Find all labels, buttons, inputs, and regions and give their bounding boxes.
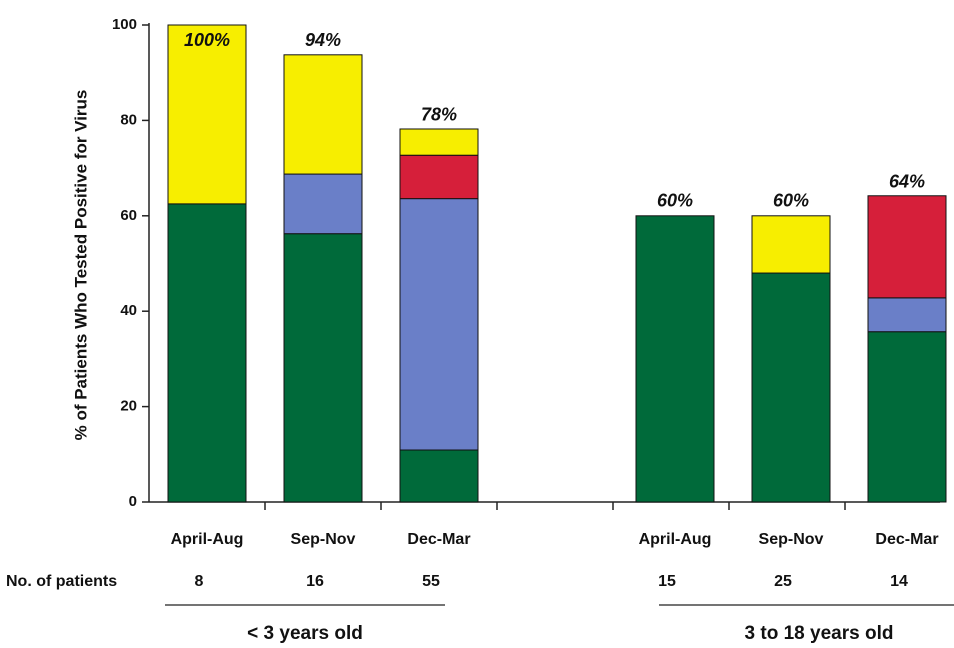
patients-count: 8 (195, 573, 204, 590)
bar-segment (635, 215, 715, 503)
bar-segment (283, 233, 363, 503)
x-tick-label: Dec-Mar (407, 531, 470, 548)
bar-segment (867, 195, 947, 299)
patients-count: 25 (774, 573, 792, 590)
y-axis-label: % of Patients Who Tested Positive for Vi… (71, 90, 90, 441)
bar-segment (283, 54, 363, 175)
x-tick-label: Sep-Nov (291, 531, 356, 548)
total-label: 100% (184, 30, 230, 50)
total-label: 94% (305, 30, 341, 50)
bar-segment (399, 449, 479, 503)
patients-count: 55 (422, 573, 440, 590)
bar-segment (283, 173, 363, 235)
x-tick-label: April-Aug (639, 531, 712, 548)
patients-count: 15 (658, 573, 676, 590)
patients-count: 14 (890, 573, 908, 590)
total-label: 64% (889, 171, 925, 191)
total-label: 60% (657, 191, 693, 211)
patients-count: 16 (306, 573, 324, 590)
bar-segment (751, 272, 831, 503)
y-tick-label: 80 (120, 111, 137, 128)
x-tick-label: Sep-Nov (759, 531, 824, 548)
bar-segment (399, 154, 479, 200)
bar-segment (751, 215, 831, 274)
total-label: 78% (421, 105, 457, 125)
patients-label: No. of patients (6, 573, 117, 590)
bar-segment (167, 203, 247, 503)
bar-segment (867, 297, 947, 333)
bar-segment (867, 331, 947, 503)
y-tick-label: 20 (120, 398, 137, 415)
group-label: 3 to 18 years old (745, 623, 894, 644)
bar-segment (167, 24, 247, 205)
y-tick-label: 0 (129, 493, 137, 510)
group-label: < 3 years old (247, 623, 363, 644)
x-tick-label: April-Aug (171, 531, 244, 548)
y-tick-label: 40 (120, 302, 137, 319)
bar-segment (399, 198, 479, 451)
x-tick-label: Dec-Mar (875, 531, 938, 548)
y-tick-label: 100 (112, 16, 137, 33)
bar-segment (399, 128, 479, 156)
total-label: 60% (773, 191, 809, 211)
y-tick-label: 60 (120, 207, 137, 224)
